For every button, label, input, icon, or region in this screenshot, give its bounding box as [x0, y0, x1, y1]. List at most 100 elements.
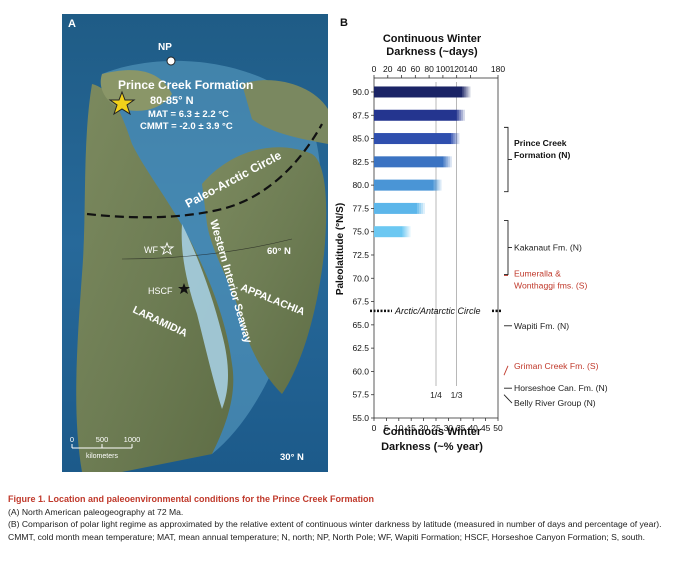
bottom-tick-label: 20: [419, 423, 429, 433]
top-tick-label: 20: [383, 64, 393, 74]
y-tick-label: 60.0: [352, 366, 369, 376]
top-tick-label: 140: [463, 64, 477, 74]
np-label: NP: [158, 42, 172, 53]
y-tick-label: 82.5: [352, 157, 369, 167]
bar-fade: [445, 156, 448, 168]
bar-fade: [435, 179, 438, 191]
laramidia-landmass: [76, 84, 234, 472]
fraction-label: 1/4: [430, 390, 442, 400]
caption-abbreviations: CMMT, cold month mean temperature; MAT, …: [8, 531, 645, 542]
bar-fade: [404, 226, 407, 238]
bar-fade: [402, 226, 405, 238]
bar-fade: [464, 86, 467, 98]
caption-b: (B) Comparison of polar light regime as …: [8, 519, 662, 530]
bar-fade: [439, 179, 442, 191]
bottom-title-line2: Darkness (~% year): [381, 441, 483, 453]
hscf-star-icon: [178, 283, 190, 294]
y-tick-label: 57.5: [352, 390, 369, 400]
panel-a-label: A: [68, 18, 76, 30]
bar: [374, 109, 457, 121]
caption-a: (A) North American paleogeography at 72 …: [8, 507, 184, 518]
y-axis-label: Paleolatitude (°N/S): [335, 203, 346, 295]
bar-fade: [466, 86, 469, 98]
annotation-label: Horseshoe Can. Fm. (N): [514, 383, 608, 393]
bottom-tick-label: 35: [456, 423, 466, 433]
annotation-label: Prince Creek: [514, 138, 567, 148]
bottom-tick-label: 45: [481, 423, 491, 433]
figure-caption: Figure 1. Location and paleoenvironmenta…: [8, 493, 672, 543]
arctic-circle-line: [86, 123, 323, 219]
chart-svg: B Continuous Winter Darkness (~days) Con…: [335, 17, 608, 453]
formation-latitude: 80-85° N: [150, 95, 194, 107]
seaway-water: [181, 224, 228, 409]
map-svg: A NP Prince Creek Formation 80-85° N MAT…: [62, 14, 328, 472]
annotation-label: Wapiti Fm. (N): [514, 321, 569, 331]
prince-creek-star-icon: [108, 90, 136, 116]
kakanaut-bracket: [504, 220, 509, 275]
panel-b-label: B: [340, 17, 348, 29]
paleogeography-map: A NP Prince Creek Formation 80-85° N MAT…: [62, 14, 328, 472]
cmmt-value: CMMT = -2.0 ± 3.9 °C: [140, 121, 233, 132]
top-tick-label: 180: [491, 64, 505, 74]
bar-fade: [456, 109, 459, 121]
wf-star-icon: [159, 241, 175, 256]
bar-fade: [455, 133, 458, 145]
y-tick-label: 85.0: [352, 134, 369, 144]
scale-bar: 0 500 1000 kilometers: [70, 435, 140, 460]
bottom-tick-label: 50: [493, 423, 503, 433]
scale-unit: kilometers: [86, 453, 118, 460]
arctic-circle-chart-label: Arctic/Antarctic Circle: [394, 306, 481, 316]
bar-fade: [422, 202, 425, 214]
scale-tick-1000: 1000: [124, 435, 141, 444]
bar-fade: [406, 226, 409, 238]
top-tick-label: 100: [436, 64, 450, 74]
top-tick-label: 40: [397, 64, 407, 74]
annotation-label: Kakanaut Fm. (N): [514, 243, 582, 253]
top-title-line1: Continuous Winter: [383, 33, 482, 45]
bar-fade: [462, 86, 465, 98]
bottom-tick-label: 10: [394, 423, 404, 433]
bar: [374, 179, 434, 191]
bottom-title-line1: Continuous Winter: [383, 426, 482, 438]
bottom-tick-label: 5: [384, 423, 389, 433]
bar-fade: [418, 202, 421, 214]
y-tick-label: 87.5: [352, 110, 369, 120]
bar-fade: [420, 202, 423, 214]
bar-fade: [458, 109, 461, 121]
bar-fade: [408, 226, 411, 238]
formation-title: Prince Creek Formation: [118, 78, 253, 92]
lat60-line: [121, 238, 293, 260]
top-title-line2: Darkness (~days): [386, 46, 478, 58]
wf-label: WF: [144, 245, 158, 255]
y-tick-label: 75.0: [352, 227, 369, 237]
top-tick-label: 120: [450, 64, 464, 74]
annotation-label: Eumeralla &: [514, 268, 561, 278]
belly-river-tick: [503, 394, 513, 404]
annotation-label: Belly River Group (N): [514, 398, 596, 408]
darkness-chart: B Continuous Winter Darkness (~days) Con…: [330, 14, 679, 472]
bar-fade: [443, 156, 446, 168]
annotation-label: Griman Creek Fm. (S): [514, 361, 599, 371]
bar-fade: [433, 179, 436, 191]
hscf-label: HSCF: [148, 286, 173, 296]
north-pole-marker: [166, 56, 176, 66]
scale-tick-0: 0: [70, 435, 74, 444]
appalachia-landmass: [202, 147, 327, 394]
bottom-tick-label: 0: [372, 423, 377, 433]
y-tick-label: 77.5: [352, 203, 369, 213]
bottom-tick-label: 40: [468, 423, 478, 433]
bar-fade: [416, 202, 419, 214]
y-tick-label: 72.5: [352, 250, 369, 260]
y-tick-label: 70.0: [352, 273, 369, 283]
caption-title: Figure 1. Location and paleoenvironmenta…: [8, 494, 375, 504]
bar-fade: [437, 179, 440, 191]
bar-fade: [457, 133, 460, 145]
bottom-tick-label: 15: [406, 423, 416, 433]
prince-creek-bracket: [504, 126, 509, 193]
bottom-tick-label: 25: [431, 423, 441, 433]
bar-fade: [460, 109, 463, 121]
fraction-label: 1/3: [451, 390, 463, 400]
top-tick-label: 60: [411, 64, 421, 74]
bar: [374, 226, 403, 238]
